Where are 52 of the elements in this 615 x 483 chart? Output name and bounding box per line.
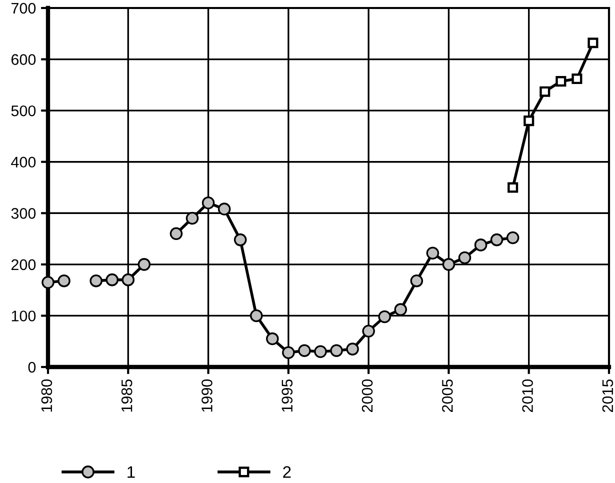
point [588,38,598,48]
y-tick-label: 400 [11,156,36,168]
point [186,212,199,225]
point [458,251,472,264]
point [58,274,70,288]
point [218,202,231,216]
y-tick-label: 0 [28,362,36,373]
point [378,310,391,324]
point [298,344,311,357]
legend-label: 1 [128,466,135,478]
x-tick-label: 2010 [522,379,533,412]
point [394,303,408,316]
point [442,258,456,271]
point [474,238,488,252]
x-tick-label: 2000 [362,379,373,412]
x-tick-label: 1995 [282,379,293,412]
point [314,345,327,358]
point [234,233,247,246]
point [202,196,215,210]
point [556,76,566,87]
point [508,182,518,193]
point [410,274,424,288]
point [540,86,550,97]
y-tick-label: 700 [11,2,36,14]
point [138,258,151,271]
point [524,116,534,126]
point [572,74,582,84]
point [426,246,440,260]
y-tick-label: 100 [12,310,36,322]
y-tick-label: 600 [11,54,36,65]
y-tick-label: 300 [11,208,36,219]
x-tick-label: 1985 [121,379,132,412]
point [170,227,183,240]
x-tick-label: 2015 [602,379,614,412]
point [490,233,504,246]
point [266,332,279,346]
point [250,309,263,322]
point [362,324,375,338]
point [506,231,520,244]
x-tick-label: 1980 [41,379,52,412]
point [90,274,102,288]
point [330,344,343,357]
point [282,346,295,360]
point [106,273,119,286]
point [42,276,54,289]
point [122,273,135,286]
y-tick-label: 500 [11,105,36,116]
x-tick-label: 2005 [442,379,453,412]
point [346,342,359,356]
x-tick-label: 1990 [202,379,212,412]
y-tick-label: 200 [11,259,36,270]
legend-label: 2 [283,466,291,478]
